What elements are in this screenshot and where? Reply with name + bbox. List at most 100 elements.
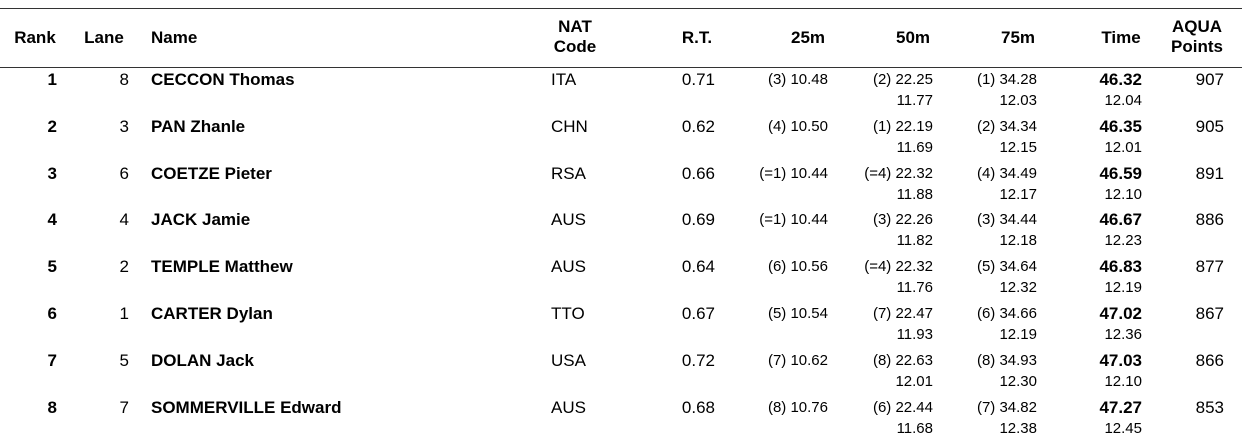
lane: 7 (119, 397, 129, 417)
rank: 1 (47, 70, 57, 89)
header-reaction-time: R.T. (681, 28, 713, 47)
lap-50m: 12.01 (895, 372, 933, 390)
header-time: Time (1101, 28, 1141, 47)
lap-50m: 11.88 (896, 185, 933, 203)
aqua-points: 907 (1195, 70, 1224, 89)
reaction-time: 0.64 (681, 257, 715, 277)
lane: 5 (119, 350, 129, 370)
split-50m: (8) 22.63 (872, 351, 933, 369)
lap-75m: 12.17 (999, 185, 1037, 203)
lap-50m: 11.69 (896, 138, 933, 156)
nat-code: USA (551, 350, 586, 370)
lap-75m: 12.03 (999, 92, 1037, 109)
split-50m: (=4) 22.32 (864, 164, 933, 182)
split-25m: (3) 10.48 (767, 71, 828, 88)
header-lane: Lane (84, 28, 124, 47)
final-time: 46.35 (1099, 116, 1142, 136)
lap-50m: 11.93 (896, 326, 933, 343)
lap-final: 12.19 (1104, 279, 1142, 297)
reaction-time: 0.69 (681, 210, 715, 230)
split-25m: (6) 10.56 (767, 258, 828, 276)
split-25m: (7) 10.62 (767, 351, 828, 369)
lap-75m: 12.19 (999, 326, 1037, 343)
header-rule (0, 67, 1242, 68)
nat-code: CHN (551, 116, 588, 136)
split-25m: (=1) 10.44 (759, 211, 828, 229)
rank: 7 (47, 350, 57, 370)
top-rule (0, 8, 1242, 9)
reaction-time: 0.62 (681, 116, 715, 136)
split-75m: (8) 34.93 (976, 351, 1037, 369)
lap-50m: 11.82 (896, 232, 933, 250)
final-time: 47.27 (1099, 397, 1142, 417)
split-50m: (1) 22.19 (872, 117, 933, 135)
lane: 6 (119, 163, 129, 183)
lap-final: 12.10 (1104, 185, 1142, 203)
split-75m: (6) 34.66 (976, 305, 1037, 322)
lap-final: 12.04 (1104, 92, 1142, 109)
final-time: 46.83 (1099, 257, 1142, 277)
lane: 4 (119, 210, 129, 230)
reaction-time: 0.68 (681, 397, 715, 417)
final-time: 46.67 (1099, 210, 1142, 230)
lap-50m: 11.76 (896, 279, 933, 297)
split-50m: (6) 22.44 (872, 398, 933, 416)
nat-code: AUS (551, 210, 586, 230)
lane: 2 (119, 257, 129, 277)
nat-code: ITA (551, 70, 577, 89)
lap-final: 12.23 (1104, 232, 1142, 250)
header-nat-code: NAT (558, 17, 592, 36)
nat-code: RSA (551, 163, 586, 183)
split-50m: (7) 22.47 (872, 305, 933, 322)
rank: 6 (47, 304, 57, 323)
final-time: 46.32 (1099, 70, 1142, 89)
split-75m: (7) 34.82 (976, 398, 1037, 416)
swimmer-name: DOLAN Jack (151, 350, 254, 370)
lap-75m: 12.15 (999, 138, 1037, 156)
header-split-25m: 25m (790, 28, 826, 47)
header-aqua-points: Points (1171, 37, 1223, 56)
rank: 4 (47, 210, 57, 230)
swimmer-name: PAN Zhanle (151, 116, 246, 136)
split-50m: (3) 22.26 (872, 211, 933, 229)
lap-final: 12.45 (1104, 419, 1142, 437)
header-split-75m: 75m (1000, 28, 1036, 47)
aqua-points: 891 (1195, 163, 1224, 183)
nat-code: TTO (551, 304, 585, 323)
aqua-points: 905 (1195, 116, 1224, 136)
swimmer-name: JACK Jamie (151, 210, 251, 230)
lane: 3 (119, 116, 129, 136)
rank: 5 (47, 257, 57, 277)
reaction-time: 0.67 (681, 304, 715, 323)
final-time: 47.03 (1099, 350, 1142, 370)
lap-75m: 12.38 (999, 419, 1037, 437)
swimmer-name: TEMPLE Matthew (151, 257, 293, 277)
split-25m: (5) 10.54 (767, 305, 828, 322)
split-75m: (2) 34.34 (976, 117, 1037, 135)
aqua-points: 853 (1195, 397, 1224, 417)
lane: 1 (119, 304, 129, 323)
lane: 8 (119, 70, 129, 89)
lap-75m: 12.18 (999, 232, 1037, 250)
rank: 2 (47, 116, 57, 136)
aqua-points: 866 (1195, 350, 1224, 370)
reaction-time: 0.71 (681, 70, 715, 89)
aqua-points: 867 (1195, 304, 1224, 323)
nat-code: AUS (551, 257, 586, 277)
split-50m: (2) 22.25 (872, 71, 933, 88)
nat-code: AUS (551, 397, 586, 417)
header-name: Name (151, 28, 198, 47)
split-75m: (5) 34.64 (976, 258, 1037, 276)
header-aqua-points: AQUA (1171, 17, 1223, 36)
header-split-50m: 50m (895, 28, 931, 47)
lap-final: 12.10 (1104, 372, 1142, 390)
split-50m: (=4) 22.32 (864, 258, 933, 276)
reaction-time: 0.66 (681, 163, 715, 183)
split-75m: (3) 34.44 (976, 211, 1037, 229)
lap-75m: 12.32 (999, 279, 1037, 297)
split-75m: (1) 34.28 (976, 71, 1037, 88)
aqua-points: 877 (1195, 257, 1224, 277)
swimmer-name: SOMMERVILLE Edward (151, 397, 342, 417)
rank: 3 (47, 163, 57, 183)
